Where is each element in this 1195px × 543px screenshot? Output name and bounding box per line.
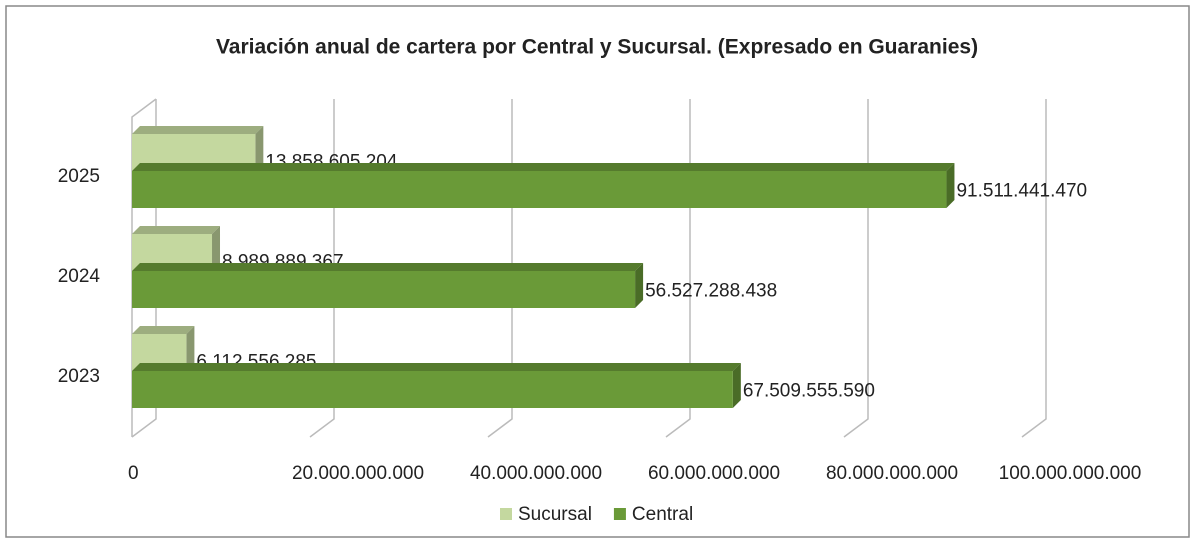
x-tick-label: 20.000.000.000 [292, 463, 424, 484]
bar-side [255, 126, 264, 171]
bar-top [132, 226, 221, 234]
bar [132, 171, 947, 208]
value-label: 67.509.555.590 [743, 381, 875, 402]
x-tick-label: 80.000.000.000 [826, 463, 958, 484]
x-tick-label: 40.000.000.000 [470, 463, 602, 484]
chart-title: Variación anual de cartera por Central y… [216, 36, 978, 59]
bar-side [186, 326, 195, 371]
grid-line [1021, 99, 1047, 438]
y-tick-label: 2025 [58, 166, 100, 187]
legend-swatch [500, 508, 512, 520]
y-tick-label: 2024 [58, 266, 101, 287]
x-tick-label: 0 [128, 463, 139, 484]
value-label: 56.527.288.438 [645, 281, 777, 302]
bar [132, 371, 733, 408]
bar-top [132, 363, 741, 371]
value-label: 91.511.441.470 [956, 181, 1087, 202]
x-tick-label: 60.000.000.000 [648, 463, 780, 484]
left-wall [131, 98, 157, 437]
bar-top [132, 263, 644, 271]
bar-side [635, 263, 644, 308]
legend-label: Sucursal [518, 504, 592, 525]
x-tick-label: 100.000.000.000 [999, 463, 1142, 484]
legend-swatch [613, 508, 626, 520]
bar-side [732, 363, 741, 408]
legend-label: Central [632, 504, 693, 525]
bar-top [132, 163, 955, 171]
bar-side [946, 163, 955, 208]
bar-side [212, 226, 221, 271]
bar-top [132, 326, 195, 334]
y-tick-label: 2023 [58, 366, 100, 387]
bar [132, 271, 636, 308]
bar-top [132, 126, 264, 134]
